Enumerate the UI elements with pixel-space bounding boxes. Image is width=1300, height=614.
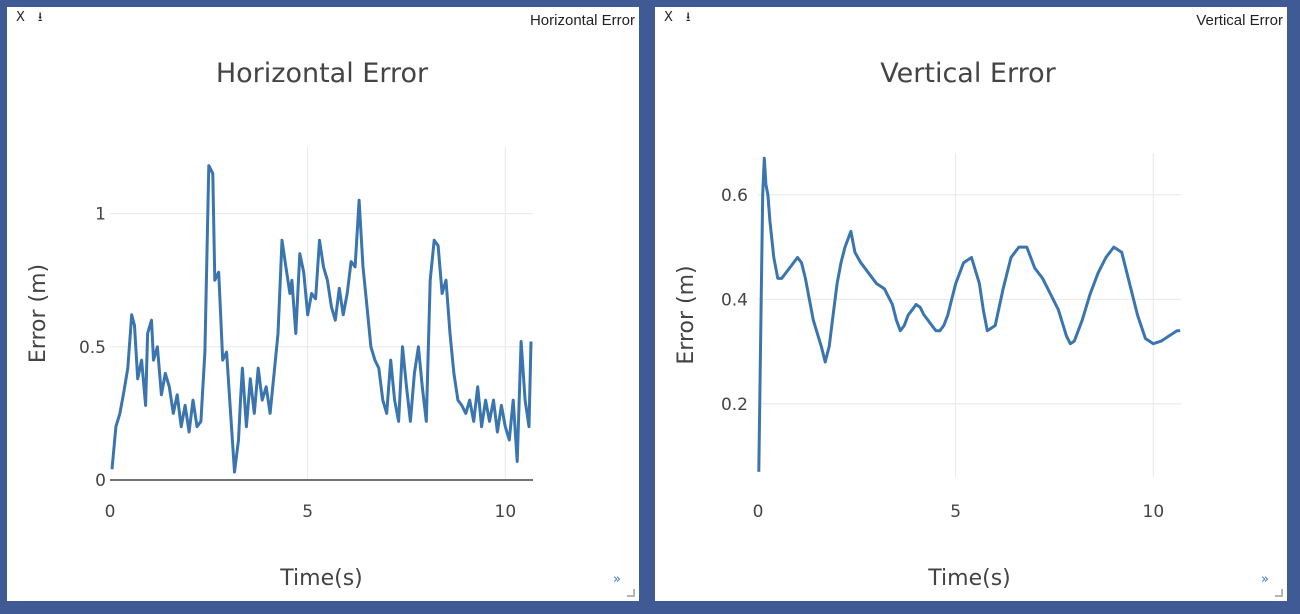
expand-icon[interactable]: » xyxy=(1261,572,1269,587)
series-line xyxy=(110,164,533,474)
chart-panel-vertical: X ⭳ Vertical Error 0 5 10 0.2 0.4 0.6 Vertical… xyxy=(655,7,1287,601)
resize-handle[interactable] xyxy=(1275,589,1283,597)
series-line xyxy=(757,156,1181,472)
panel-label: Vertical Error xyxy=(1196,12,1283,29)
y-tick-label: 0.2 xyxy=(721,395,748,415)
chart-horizontal-error: 0 5 10 0 0.5 1 Horizontal Error Time(s) Error (m… xyxy=(26,58,533,591)
download-icon[interactable]: ⭳ xyxy=(37,10,43,25)
y-tick-label: 0.4 xyxy=(721,290,748,310)
x-tick-label: 5 xyxy=(302,502,313,522)
x-axis-title: Time(s) xyxy=(279,566,362,591)
y-tick-label: 1 xyxy=(95,205,106,225)
x-tick-label: 0 xyxy=(753,502,764,522)
close-icon[interactable]: X xyxy=(16,10,25,25)
x-tick-label: 10 xyxy=(1143,502,1165,522)
x-axis-title: Time(s) xyxy=(927,566,1010,591)
x-tick-label: 5 xyxy=(950,502,961,522)
x-tick-label: 0 xyxy=(105,502,116,522)
chart-vertical-error: 0 5 10 0.2 0.4 0.6 Vertical Error Time(s) Error … xyxy=(674,58,1181,591)
close-icon[interactable]: X xyxy=(664,10,673,25)
panel-label: Horizontal Error xyxy=(529,12,635,29)
x-tick-label: 10 xyxy=(495,502,517,522)
chart-title: Horizontal Error xyxy=(216,58,429,89)
y-axis-title: Error (m) xyxy=(674,265,699,364)
y-tick-label: 0.5 xyxy=(79,338,106,358)
expand-icon[interactable]: » xyxy=(613,572,621,587)
panel-controls: X ⭳ xyxy=(664,10,690,26)
resize-handle[interactable] xyxy=(627,589,635,597)
y-axis-title: Error (m) xyxy=(26,264,51,363)
chart-title: Vertical Error xyxy=(880,58,1056,89)
y-tick-label: 0.6 xyxy=(721,186,748,206)
download-icon[interactable]: ⭳ xyxy=(685,10,691,25)
chart-panel-horizontal: X ⭳ Horizontal Error 0 5 10 0 0.5 1 Horizontal… xyxy=(7,7,639,601)
panel-controls: X ⭳ xyxy=(16,10,42,26)
y-tick-label: 0 xyxy=(95,471,106,491)
